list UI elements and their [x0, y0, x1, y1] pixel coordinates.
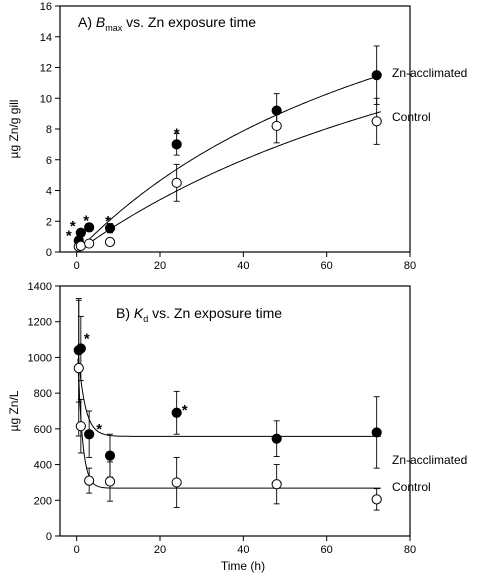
y-tick-label: 600	[34, 424, 52, 436]
y-tick-label: 4	[46, 186, 52, 198]
panel-b-title: B) Kd vs. Zn exposure time	[116, 305, 282, 324]
panel-a-chart: A) Bmax vs. Zn exposure time µg Zn/g gil…	[7, 1, 467, 272]
x-tick-label: 60	[321, 544, 333, 556]
fit-curve-control	[77, 358, 381, 489]
panel-a-title: A) Bmax vs. Zn exposure time	[78, 14, 256, 33]
significance-star: *	[70, 218, 76, 235]
data-point-control	[75, 240, 86, 251]
panel-b-y-axis-label: µg Zn/L	[7, 390, 21, 431]
data-point-control	[75, 421, 86, 432]
y-tick-label: 6	[46, 155, 52, 167]
y-tick-label: 1200	[28, 317, 52, 329]
x-tick-label: 60	[321, 260, 333, 272]
fit-curve-zn-acclimated	[77, 74, 381, 252]
panel-b-data-points: * * *	[73, 298, 382, 511]
data-point-zn-acclimated	[104, 223, 116, 234]
data-point-control	[73, 363, 84, 374]
panel-b-plot-frame	[59, 285, 411, 537]
data-point-control	[104, 476, 116, 487]
y-tick-label: 1400	[28, 281, 52, 293]
x-tick-label: 0	[74, 544, 80, 556]
significance-star: *	[83, 212, 89, 229]
panel-a-y-axis-label: µg Zn/g gill	[7, 100, 21, 159]
significance-star: *	[96, 421, 102, 438]
data-point-control	[371, 494, 382, 505]
panel-a-axes: 0 20 40 60 80 0 2 4 6 8 10 12 14 16	[40, 1, 416, 272]
y-tick-label: 1000	[28, 352, 52, 364]
panel-a-legend-zn-acclimated: Zn-acclimated	[392, 66, 467, 80]
panel-b-legend-control: Control	[392, 480, 431, 494]
panel-a-plot-frame	[59, 5, 411, 253]
data-point-zn-acclimated	[84, 429, 95, 440]
data-point-control	[371, 116, 382, 127]
panel-a-data-points: ** * **	[66, 45, 382, 252]
y-tick-label: 200	[34, 495, 52, 507]
fit-curve-zn-acclimated	[77, 349, 381, 437]
panel-b-fit-curves	[77, 349, 381, 489]
y-tick-label: 16	[40, 1, 52, 13]
x-tick-label: 80	[404, 544, 416, 556]
data-point-zn-acclimated	[75, 227, 86, 238]
significance-star: *	[84, 331, 90, 348]
data-point-zn-acclimated	[371, 427, 382, 438]
x-tick-label: 80	[404, 260, 416, 272]
data-point-zn-acclimated	[271, 433, 282, 444]
data-point-zn-acclimated	[171, 407, 182, 418]
panel-a-fit-curves	[77, 74, 381, 252]
data-point-control	[271, 120, 282, 132]
data-point-control	[171, 177, 182, 188]
y-tick-label: 12	[40, 63, 52, 75]
x-tick-label: 20	[154, 260, 166, 272]
x-tick-label: 40	[237, 260, 249, 272]
panel-a-legend-control: Control	[392, 110, 431, 124]
y-tick-label: 0	[46, 531, 52, 543]
data-point-zn-acclimated	[371, 70, 382, 81]
data-point-control	[104, 236, 116, 248]
data-point-control	[271, 479, 282, 490]
data-point-control	[84, 238, 95, 249]
data-point-zn-acclimated	[171, 139, 182, 150]
y-tick-label: 800	[34, 388, 52, 400]
significance-star: *	[182, 402, 188, 419]
data-point-control	[84, 475, 95, 486]
y-tick-label: 8	[46, 124, 52, 136]
y-tick-label: 400	[34, 460, 52, 472]
x-tick-label: 0	[74, 260, 80, 272]
significance-star: *	[66, 227, 72, 244]
x-tick-label: 40	[237, 544, 249, 556]
y-tick-label: 14	[40, 32, 52, 44]
x-tick-label: 20	[154, 544, 166, 556]
panel-b-legend-zn-acclimated: Zn-acclimated	[392, 453, 467, 467]
y-tick-label: 0	[46, 247, 52, 259]
significance-star: *	[174, 125, 180, 142]
data-point-zn-acclimated	[104, 450, 116, 461]
significance-star: *	[105, 213, 111, 230]
panel-b-chart: B) Kd vs. Zn exposure time µg Zn/L Time …	[7, 281, 467, 573]
y-tick-label: 2	[46, 216, 52, 228]
y-tick-label: 10	[40, 93, 52, 105]
fit-curve-control	[77, 111, 381, 252]
panel-b-x-axis-label: Time (h)	[221, 559, 265, 573]
data-point-zn-acclimated	[84, 222, 95, 233]
data-point-control	[171, 477, 182, 488]
